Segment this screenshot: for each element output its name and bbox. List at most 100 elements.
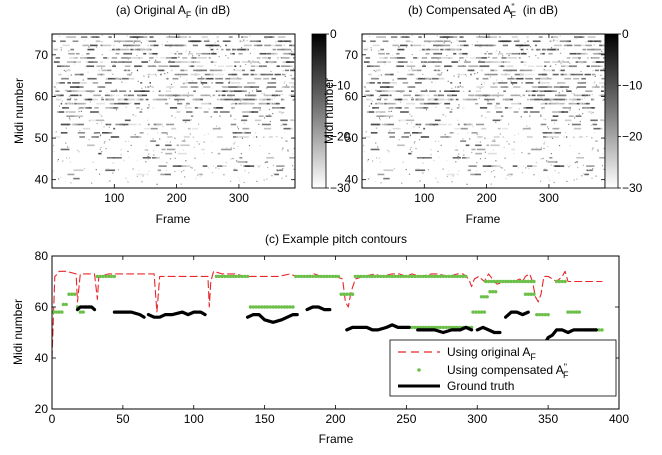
heatmap-speckle — [134, 66, 136, 69]
series-point-compensated — [484, 279, 488, 284]
heatmap-cell — [531, 148, 541, 151]
heatmap-speckle — [66, 157, 68, 159]
heatmap-cell — [547, 161, 556, 163]
heatmap-cell — [193, 73, 198, 76]
heatmap-cell — [203, 111, 209, 113]
heatmap-speckle — [126, 94, 129, 96]
heatmap-cell — [425, 52, 430, 55]
heatmap-speckle — [185, 160, 187, 162]
heatmap-speckle — [416, 91, 418, 94]
heatmap-speckle — [147, 133, 149, 135]
heatmap-cell — [157, 132, 159, 134]
heatmap-speckle — [230, 114, 232, 116]
heatmap-speckle — [229, 80, 231, 83]
heatmap-cell — [524, 73, 534, 76]
series-point-compensated — [557, 279, 562, 284]
heatmap-cell — [481, 57, 488, 59]
heatmap-speckle — [161, 151, 163, 154]
heatmap-speckle — [183, 139, 185, 141]
heatmap-cell — [283, 127, 291, 130]
heatmap-speckle — [547, 145, 549, 148]
heatmap-speckle — [595, 84, 598, 86]
heatmap-speckle — [120, 149, 122, 151]
heatmap-cell — [281, 40, 288, 43]
heatmap-speckle — [284, 81, 286, 83]
heatmap-speckle — [263, 115, 265, 117]
series-point-compensated — [342, 292, 346, 296]
heatmap-speckle — [268, 108, 271, 111]
heatmap-speckle — [237, 126, 239, 128]
series-point-compensated — [384, 274, 389, 279]
heatmap-cell — [182, 57, 188, 59]
heatmap-speckle — [368, 35, 371, 38]
heatmap-speckle — [561, 90, 564, 92]
heatmap-speckle — [474, 73, 476, 75]
series-point-compensated — [433, 274, 437, 279]
heatmap-speckle — [291, 165, 294, 167]
heatmap-cell — [576, 86, 587, 88]
heatmap-cell — [169, 107, 178, 109]
heatmap-cell — [227, 90, 232, 92]
heatmap-speckle — [141, 87, 143, 89]
series-point-compensated — [571, 310, 576, 314]
series-point-compensated — [532, 279, 536, 284]
heatmap-speckle — [198, 143, 200, 145]
heatmap-speckle — [375, 70, 377, 73]
heatmap-speckle — [173, 137, 176, 139]
heatmap-speckle — [541, 82, 543, 84]
series-point-compensated — [554, 279, 559, 284]
heatmap-cell — [216, 36, 219, 38]
heatmap-speckle — [276, 135, 278, 138]
heatmap-cell — [91, 98, 98, 101]
heatmap-cell — [96, 65, 106, 68]
series-line-ground-truth — [475, 325, 502, 335]
heatmap-cell — [560, 65, 565, 68]
heatmap-cell — [601, 86, 605, 88]
heatmap-speckle — [291, 50, 293, 52]
heatmap-speckle — [168, 97, 171, 100]
heatmap-cell — [291, 77, 295, 80]
heatmap-speckle — [442, 114, 444, 116]
heatmap-speckle — [223, 174, 225, 176]
heatmap-cell — [54, 136, 61, 138]
series-point-compensated — [495, 279, 499, 284]
heatmap-cell — [561, 111, 569, 113]
heatmap-speckle — [129, 73, 131, 75]
heatmap-cell — [456, 119, 459, 122]
heatmap-speckle — [57, 178, 60, 180]
heatmap-cell — [87, 144, 95, 147]
heatmap-speckle — [590, 107, 592, 109]
heatmap-cell — [512, 165, 518, 167]
heatmap-speckle — [481, 52, 483, 54]
heatmap-cell — [254, 94, 257, 97]
heatmap-speckle — [543, 98, 545, 100]
y-tick-label: 40 — [35, 351, 49, 365]
heatmap-speckle — [108, 126, 110, 128]
heatmap-cell — [450, 82, 453, 84]
heatmap-speckle — [281, 149, 283, 151]
heatmap-speckle — [52, 41, 54, 43]
heatmap-cell — [270, 52, 278, 55]
heatmap-cell — [239, 65, 242, 68]
series-point-compensated — [413, 274, 417, 279]
heatmap-cell — [134, 115, 137, 117]
heatmap-cell — [476, 36, 486, 38]
heatmap-speckle — [227, 57, 229, 59]
heatmap-cell — [230, 148, 232, 151]
heatmap-cell — [130, 44, 135, 47]
heatmap-cell — [149, 36, 154, 38]
heatmap-cell — [370, 148, 380, 151]
heatmap-speckle — [112, 61, 114, 63]
heatmap-cell — [155, 144, 160, 147]
heatmap-cell — [414, 82, 422, 84]
heatmap-speckle — [68, 102, 70, 104]
heatmap-cell — [594, 48, 597, 51]
heatmap-cell — [410, 61, 413, 63]
heatmap-cell — [153, 44, 159, 47]
heatmap-cell — [263, 94, 269, 97]
heatmap-cell — [277, 36, 286, 38]
heatmap-cell — [397, 57, 405, 59]
heatmap-cell — [506, 52, 512, 55]
heatmap-speckle — [362, 144, 365, 147]
heatmap-speckle — [106, 91, 108, 94]
